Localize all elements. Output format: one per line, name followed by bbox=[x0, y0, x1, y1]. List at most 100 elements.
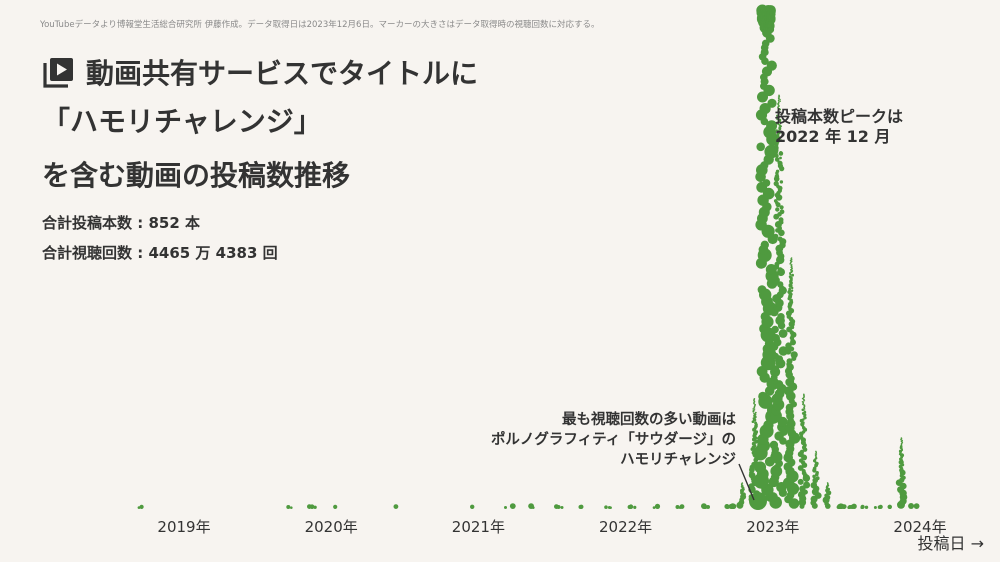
video-marker bbox=[758, 391, 768, 401]
video-marker bbox=[790, 264, 793, 266]
video-marker bbox=[797, 478, 804, 485]
video-marker bbox=[775, 169, 780, 173]
video-marker bbox=[773, 181, 779, 187]
video-marker bbox=[756, 142, 765, 152]
video-marker bbox=[766, 16, 769, 18]
video-marker bbox=[765, 22, 767, 25]
video-marker bbox=[771, 325, 779, 334]
video-marker bbox=[504, 506, 507, 509]
most-viewed-annotation: 最も視聴回数の多い動画は ポルノグラフィティ「サウダージ」の ハモリチャレンジ bbox=[491, 410, 736, 470]
video-marker bbox=[777, 236, 783, 242]
video-marker bbox=[788, 275, 792, 279]
video-marker bbox=[765, 15, 767, 17]
video-marker bbox=[779, 156, 782, 160]
video-marker bbox=[509, 503, 516, 509]
video-marker bbox=[767, 492, 778, 503]
video-marker bbox=[652, 506, 656, 509]
video-marker bbox=[753, 398, 756, 400]
video-marker bbox=[790, 289, 794, 292]
peak-annotation: 投稿本数ピークは 2022 年 12 月 bbox=[775, 107, 903, 147]
video-marker bbox=[779, 100, 781, 102]
video-marker bbox=[767, 27, 769, 29]
video-marker bbox=[778, 346, 788, 356]
chart-title-line1: 動画共有サービスでタイトルに bbox=[86, 57, 479, 90]
video-marker bbox=[757, 285, 767, 294]
video-marker bbox=[900, 437, 903, 439]
video-marker bbox=[799, 449, 804, 455]
x-tick-label: 2019年 bbox=[157, 518, 210, 536]
video-marker bbox=[787, 289, 792, 295]
video-marker bbox=[801, 408, 805, 412]
video-marker bbox=[777, 109, 779, 112]
video-marker bbox=[873, 506, 877, 509]
video-marker bbox=[290, 506, 293, 510]
video-marker bbox=[790, 257, 793, 259]
video-marker bbox=[286, 505, 291, 509]
video-marker bbox=[778, 108, 781, 110]
video-marker bbox=[790, 260, 793, 263]
total-posts-stat: 合計投稿本数 : 852 本 bbox=[42, 214, 200, 232]
video-marker bbox=[788, 287, 792, 291]
video-marker bbox=[633, 505, 637, 509]
chart-title-line3: を含む動画の投稿数推移 bbox=[42, 159, 351, 192]
video-marker bbox=[815, 476, 820, 481]
video-marker bbox=[776, 140, 780, 144]
video-marker bbox=[679, 504, 685, 509]
video-marker bbox=[815, 471, 819, 475]
video-marker bbox=[333, 504, 338, 509]
marker-group bbox=[137, 4, 920, 510]
video-marker bbox=[776, 121, 778, 124]
video-marker bbox=[778, 229, 785, 237]
peak-annotation-line1: 投稿本数ピークは bbox=[775, 107, 904, 126]
video-marker bbox=[139, 504, 144, 509]
video-marker bbox=[847, 506, 851, 509]
video-marker bbox=[777, 122, 780, 124]
video-marker bbox=[765, 20, 767, 23]
video-marker bbox=[785, 342, 792, 349]
video-marker bbox=[864, 505, 869, 509]
video-marker bbox=[779, 139, 783, 142]
video-marker bbox=[766, 21, 768, 24]
video-marker bbox=[777, 101, 780, 103]
video-marker bbox=[797, 465, 804, 471]
video-marker bbox=[675, 505, 680, 509]
x-tick-label: 2023年 bbox=[746, 518, 799, 536]
video-marker bbox=[771, 334, 781, 343]
video-marker bbox=[812, 474, 816, 479]
video-marker bbox=[803, 393, 805, 396]
video-marker bbox=[753, 412, 755, 415]
video-marker bbox=[801, 401, 804, 403]
video-marker bbox=[313, 505, 317, 509]
video-marker bbox=[850, 504, 855, 509]
video-marker bbox=[837, 505, 841, 509]
video-marker bbox=[776, 111, 779, 113]
video-marker bbox=[766, 19, 768, 22]
video-marker bbox=[706, 505, 710, 509]
video-marker bbox=[754, 461, 767, 474]
video-marker bbox=[754, 411, 757, 414]
video-marker bbox=[769, 440, 779, 450]
video-marker bbox=[759, 103, 771, 115]
video-marker bbox=[765, 11, 767, 13]
video-marker bbox=[803, 410, 806, 413]
most-viewed-line3: ハモリチャレンジ bbox=[620, 452, 736, 468]
video-marker bbox=[470, 504, 475, 509]
video-marker bbox=[877, 505, 882, 510]
x-axis-label: 投稿日 → bbox=[917, 534, 985, 553]
video-marker bbox=[741, 482, 744, 484]
title-row: 動画共有サービスでタイトルに bbox=[42, 52, 478, 92]
video-marker bbox=[766, 24, 769, 26]
video-marker bbox=[774, 157, 780, 162]
total-views-stat: 合計視聴回数 : 4465 万 4383 回 bbox=[42, 244, 278, 262]
video-marker bbox=[778, 217, 784, 223]
video-marker bbox=[393, 504, 399, 509]
x-tick-label: 2020年 bbox=[305, 518, 358, 536]
video-marker bbox=[779, 151, 782, 154]
video-marker bbox=[766, 120, 778, 132]
x-tick-label: 2024年 bbox=[893, 518, 946, 536]
video-marker bbox=[789, 259, 792, 262]
video-marker bbox=[778, 94, 780, 97]
video-marker bbox=[654, 503, 661, 509]
video-marker bbox=[777, 267, 783, 272]
